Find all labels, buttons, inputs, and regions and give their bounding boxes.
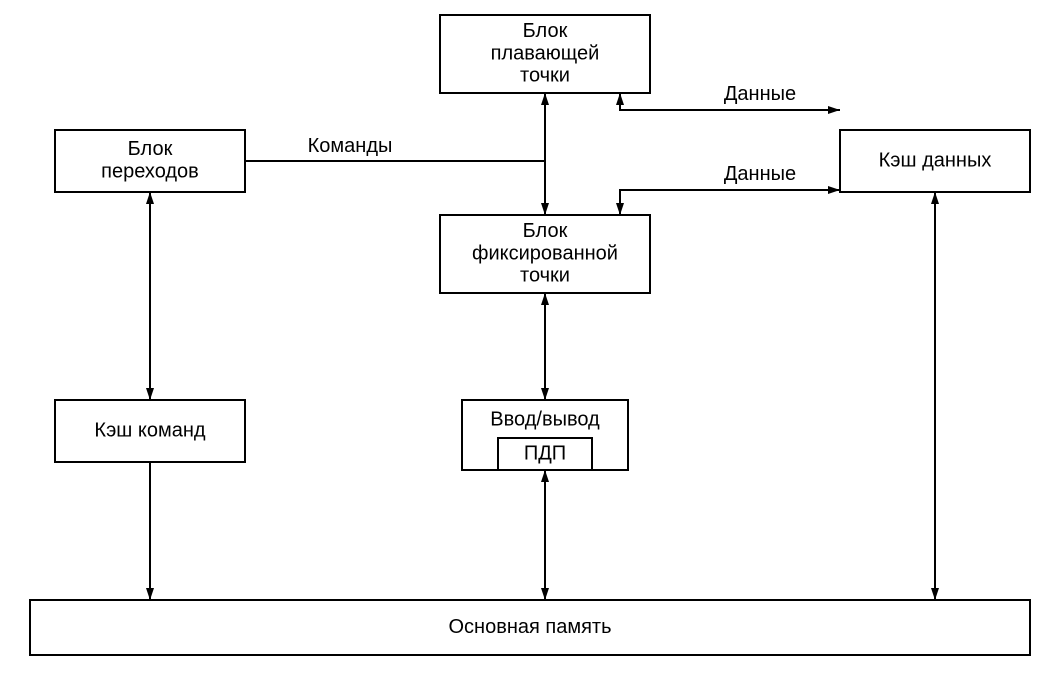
node-mainmem: Основная память — [30, 600, 1030, 655]
edge-dcache-mem — [931, 192, 939, 600]
node-fpu-label: точки — [520, 65, 570, 87]
edge-fixed-io — [541, 293, 549, 400]
node-fixed-label: фиксированной — [472, 242, 618, 264]
node-branch-label: переходов — [101, 160, 199, 182]
node-icache-label: Кэш команд — [94, 419, 205, 441]
node-fixed-label: точки — [520, 265, 570, 287]
node-branch-label: Блок — [128, 138, 173, 160]
node-dcache-label: Кэш данных — [879, 149, 992, 171]
edge-fixed-to-dcache-label: Данные — [724, 163, 796, 185]
node-branch: Блокпереходов — [55, 130, 245, 192]
node-io-label: Ввод/вывод — [490, 408, 600, 430]
node-fpu: Блокплавающейточки — [440, 15, 650, 93]
node-fpu-label: плавающей — [491, 42, 600, 64]
edge-branch-to-bus-label: Команды — [308, 135, 393, 157]
edge-fixed-to-dcache — [616, 186, 840, 215]
edge-io-mem — [541, 470, 549, 600]
edge-fpu-to-dcache-label: Данные — [724, 83, 796, 105]
node-mainmem-label: Основная память — [448, 616, 611, 638]
node-dma-label: ПДП — [524, 442, 566, 464]
edge-icache-mem — [146, 462, 154, 600]
node-icache: Кэш команд — [55, 400, 245, 462]
node-fpu-label: Блок — [523, 20, 568, 42]
edge-branch-icache — [146, 192, 154, 400]
node-dma: ПДП — [498, 438, 592, 470]
edge-fpu-to-fixed — [541, 93, 549, 215]
node-dcache: Кэш данных — [840, 130, 1030, 192]
node-fixed: Блокфиксированнойточки — [440, 215, 650, 293]
node-fixed-label: Блок — [523, 220, 568, 242]
architecture-diagram: БлокплавающейточкиБлокпереходовКэш данны… — [0, 0, 1061, 694]
